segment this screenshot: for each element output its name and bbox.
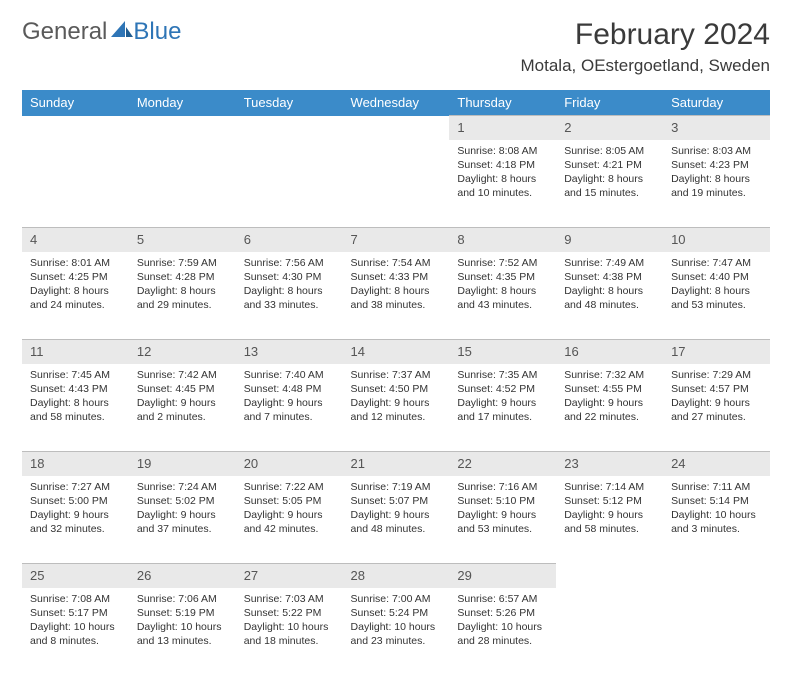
day-cell: Sunrise: 7:00 AMSunset: 5:24 PMDaylight:…: [343, 588, 450, 676]
day-cell: [129, 140, 236, 228]
day-number: 16: [556, 340, 663, 364]
day-number: 25: [22, 564, 129, 588]
calendar-table: SundayMondayTuesdayWednesdayThursdayFrid…: [22, 90, 770, 676]
day-number: 12: [129, 340, 236, 364]
day-number-row: 123: [22, 116, 770, 140]
day-number: 24: [663, 452, 770, 476]
logo: General Blue: [22, 18, 181, 46]
day-number: 23: [556, 452, 663, 476]
day-number-row: 11121314151617: [22, 340, 770, 364]
title-block: February 2024 Motala, OEstergoetland, Sw…: [521, 18, 770, 76]
day-number: 29: [449, 564, 556, 588]
location: Motala, OEstergoetland, Sweden: [521, 56, 770, 76]
day-cell: Sunrise: 7:37 AMSunset: 4:50 PMDaylight:…: [343, 364, 450, 452]
weekday-header: Thursday: [449, 90, 556, 116]
day-cell: Sunrise: 7:52 AMSunset: 4:35 PMDaylight:…: [449, 252, 556, 340]
day-cell: [556, 588, 663, 676]
day-number: 5: [129, 228, 236, 252]
day-cell: Sunrise: 7:54 AMSunset: 4:33 PMDaylight:…: [343, 252, 450, 340]
day-content-row: Sunrise: 7:45 AMSunset: 4:43 PMDaylight:…: [22, 364, 770, 452]
day-number: 10: [663, 228, 770, 252]
day-cell: Sunrise: 7:16 AMSunset: 5:10 PMDaylight:…: [449, 476, 556, 564]
day-number: 21: [343, 452, 450, 476]
day-cell: Sunrise: 7:56 AMSunset: 4:30 PMDaylight:…: [236, 252, 343, 340]
day-cell: Sunrise: 7:22 AMSunset: 5:05 PMDaylight:…: [236, 476, 343, 564]
day-cell: Sunrise: 7:24 AMSunset: 5:02 PMDaylight:…: [129, 476, 236, 564]
day-cell: Sunrise: 7:03 AMSunset: 5:22 PMDaylight:…: [236, 588, 343, 676]
day-cell: Sunrise: 7:32 AMSunset: 4:55 PMDaylight:…: [556, 364, 663, 452]
day-cell: Sunrise: 7:11 AMSunset: 5:14 PMDaylight:…: [663, 476, 770, 564]
day-content-row: Sunrise: 8:08 AMSunset: 4:18 PMDaylight:…: [22, 140, 770, 228]
day-number: 2: [556, 116, 663, 140]
day-number: 9: [556, 228, 663, 252]
day-cell: Sunrise: 8:08 AMSunset: 4:18 PMDaylight:…: [449, 140, 556, 228]
day-number: 26: [129, 564, 236, 588]
day-cell: [663, 588, 770, 676]
day-number: 20: [236, 452, 343, 476]
day-number: [556, 564, 663, 588]
day-cell: [22, 140, 129, 228]
weekday-header: Sunday: [22, 90, 129, 116]
day-number: 7: [343, 228, 450, 252]
day-cell: Sunrise: 7:47 AMSunset: 4:40 PMDaylight:…: [663, 252, 770, 340]
day-cell: Sunrise: 7:27 AMSunset: 5:00 PMDaylight:…: [22, 476, 129, 564]
day-number: 28: [343, 564, 450, 588]
day-number: 14: [343, 340, 450, 364]
day-content-row: Sunrise: 7:27 AMSunset: 5:00 PMDaylight:…: [22, 476, 770, 564]
weekday-header: Wednesday: [343, 90, 450, 116]
day-number: 4: [22, 228, 129, 252]
day-number: 3: [663, 116, 770, 140]
day-cell: Sunrise: 8:01 AMSunset: 4:25 PMDaylight:…: [22, 252, 129, 340]
day-cell: Sunrise: 7:06 AMSunset: 5:19 PMDaylight:…: [129, 588, 236, 676]
day-cell: Sunrise: 6:57 AMSunset: 5:26 PMDaylight:…: [449, 588, 556, 676]
day-cell: Sunrise: 7:08 AMSunset: 5:17 PMDaylight:…: [22, 588, 129, 676]
weekday-header: Tuesday: [236, 90, 343, 116]
day-cell: [236, 140, 343, 228]
day-cell: Sunrise: 8:05 AMSunset: 4:21 PMDaylight:…: [556, 140, 663, 228]
day-number-row: 18192021222324: [22, 452, 770, 476]
day-number: 19: [129, 452, 236, 476]
day-cell: Sunrise: 7:49 AMSunset: 4:38 PMDaylight:…: [556, 252, 663, 340]
day-number: [343, 116, 450, 140]
day-cell: Sunrise: 7:40 AMSunset: 4:48 PMDaylight:…: [236, 364, 343, 452]
day-cell: Sunrise: 7:42 AMSunset: 4:45 PMDaylight:…: [129, 364, 236, 452]
day-content-row: Sunrise: 8:01 AMSunset: 4:25 PMDaylight:…: [22, 252, 770, 340]
day-number: 27: [236, 564, 343, 588]
day-number: [236, 116, 343, 140]
day-number: 1: [449, 116, 556, 140]
day-cell: Sunrise: 7:29 AMSunset: 4:57 PMDaylight:…: [663, 364, 770, 452]
day-number: 17: [663, 340, 770, 364]
header: General Blue February 2024 Motala, OEste…: [22, 18, 770, 76]
day-number-row: 2526272829: [22, 564, 770, 588]
day-cell: [343, 140, 450, 228]
weekday-header: Saturday: [663, 90, 770, 116]
day-number: [22, 116, 129, 140]
day-number: [663, 564, 770, 588]
day-cell: Sunrise: 7:35 AMSunset: 4:52 PMDaylight:…: [449, 364, 556, 452]
day-number: [129, 116, 236, 140]
day-number: 13: [236, 340, 343, 364]
day-number: 6: [236, 228, 343, 252]
day-cell: Sunrise: 7:19 AMSunset: 5:07 PMDaylight:…: [343, 476, 450, 564]
logo-text-2: Blue: [133, 18, 181, 46]
day-number: 8: [449, 228, 556, 252]
day-number: 22: [449, 452, 556, 476]
weekday-header: Friday: [556, 90, 663, 116]
weekday-header: Monday: [129, 90, 236, 116]
day-number: 15: [449, 340, 556, 364]
logo-text-1: General: [22, 18, 107, 46]
day-content-row: Sunrise: 7:08 AMSunset: 5:17 PMDaylight:…: [22, 588, 770, 676]
day-cell: Sunrise: 7:14 AMSunset: 5:12 PMDaylight:…: [556, 476, 663, 564]
day-cell: Sunrise: 8:03 AMSunset: 4:23 PMDaylight:…: [663, 140, 770, 228]
day-number-row: 45678910: [22, 228, 770, 252]
day-cell: Sunrise: 7:45 AMSunset: 4:43 PMDaylight:…: [22, 364, 129, 452]
weekday-header-row: SundayMondayTuesdayWednesdayThursdayFrid…: [22, 90, 770, 116]
day-number: 18: [22, 452, 129, 476]
month-title: February 2024: [521, 18, 770, 52]
day-cell: Sunrise: 7:59 AMSunset: 4:28 PMDaylight:…: [129, 252, 236, 340]
day-number: 11: [22, 340, 129, 364]
sail-icon: [111, 18, 133, 46]
